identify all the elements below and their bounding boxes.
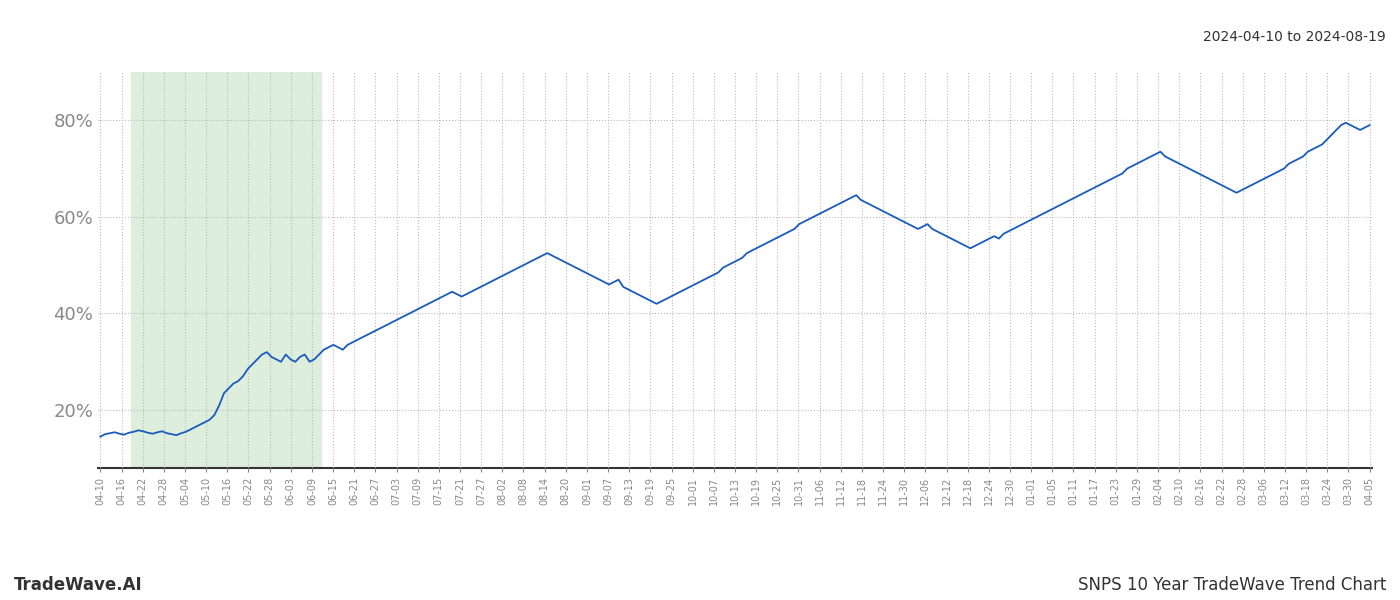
Text: 2024-04-10 to 2024-08-19: 2024-04-10 to 2024-08-19 <box>1203 30 1386 44</box>
Bar <box>132 72 322 468</box>
Text: TradeWave.AI: TradeWave.AI <box>14 576 143 594</box>
Text: SNPS 10 Year TradeWave Trend Chart: SNPS 10 Year TradeWave Trend Chart <box>1078 576 1386 594</box>
